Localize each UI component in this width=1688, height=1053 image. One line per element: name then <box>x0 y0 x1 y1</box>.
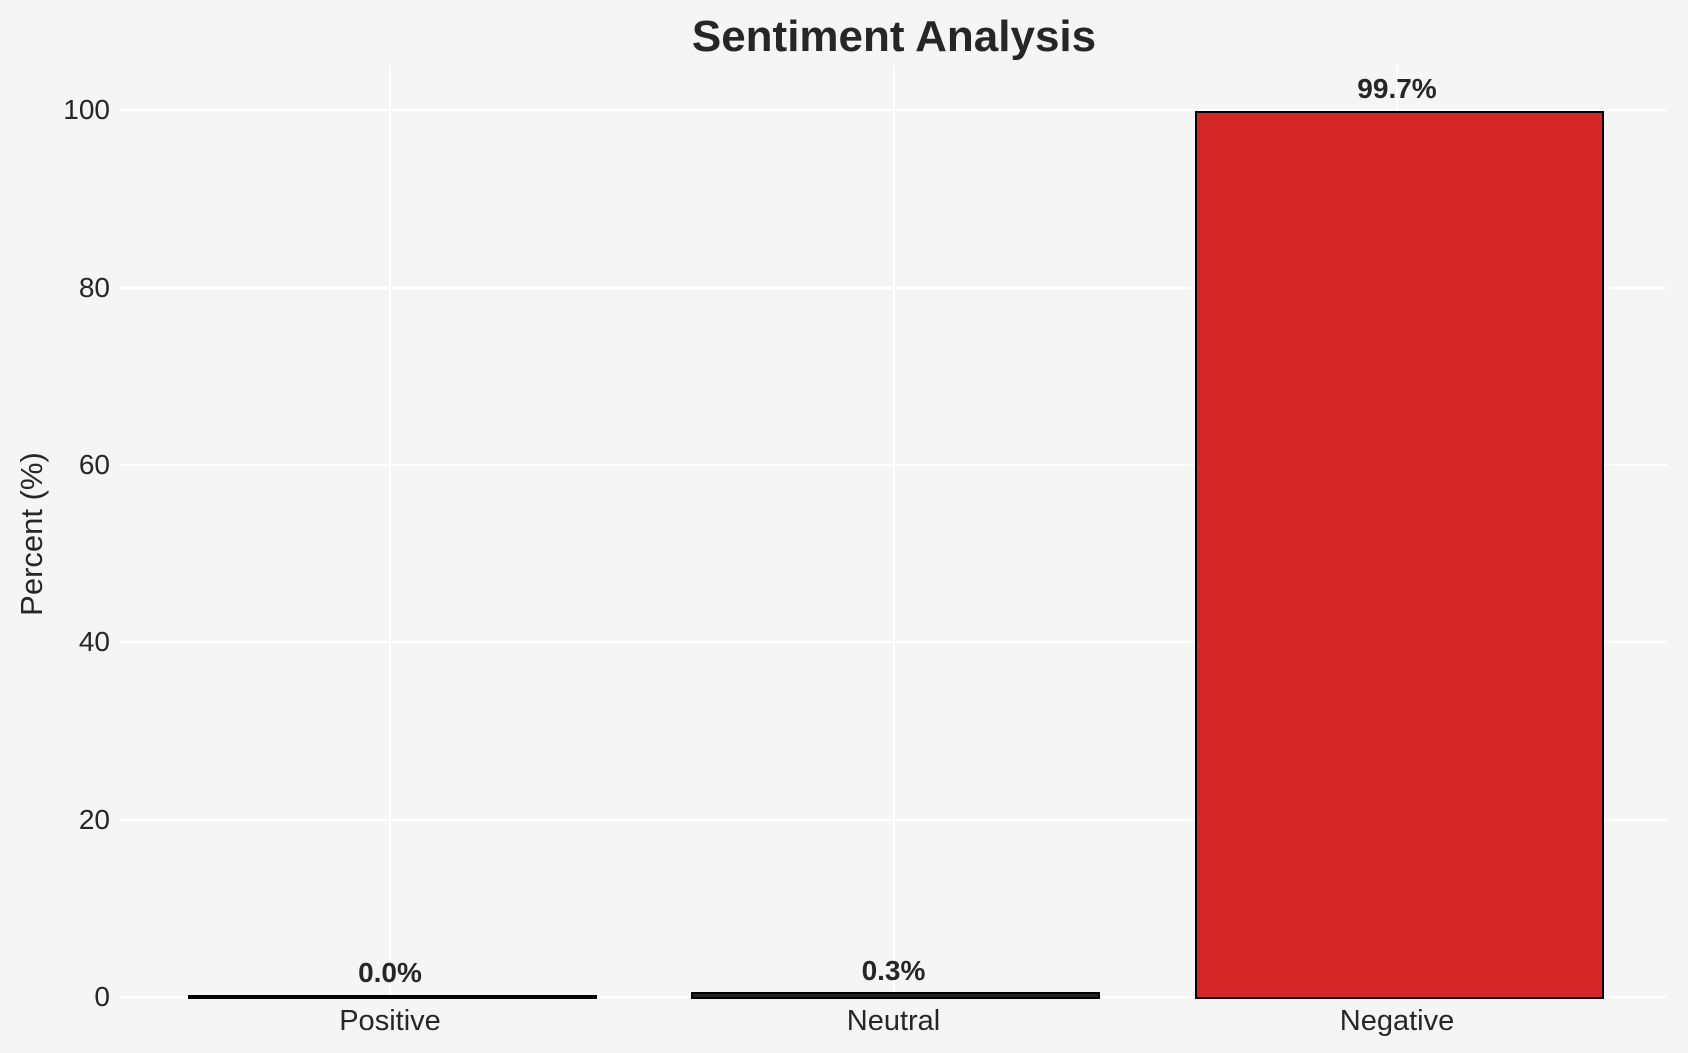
y-tick-label-40: 40 <box>78 626 110 658</box>
y-tick-label-100: 100 <box>63 94 110 126</box>
gridline-v-positive <box>389 66 391 997</box>
y-tick-label-80: 80 <box>78 271 110 303</box>
bar-positive <box>187 995 597 999</box>
y-tick-label-20: 20 <box>78 803 110 835</box>
value-label-neutral: 0.3% <box>861 954 926 986</box>
value-label-positive: 0.0% <box>358 957 422 989</box>
value-label-negative: 99.7% <box>1357 73 1437 105</box>
gridline-v-neutral <box>892 66 895 997</box>
x-tick-label-positive: Positive <box>339 1005 441 1037</box>
bar-neutral <box>691 992 1100 999</box>
chart-title: Sentiment Analysis <box>691 12 1097 61</box>
x-tick-label-neutral: Neutral <box>846 1005 941 1037</box>
y-tick-label-0: 0 <box>94 981 110 1012</box>
plot-area: 0.0% 0.3% 99.7% <box>120 66 1667 999</box>
x-tick-label-negative: Negative <box>1339 1005 1455 1037</box>
y-tick-label-60: 60 <box>78 449 110 480</box>
bar-negative <box>1194 111 1604 999</box>
